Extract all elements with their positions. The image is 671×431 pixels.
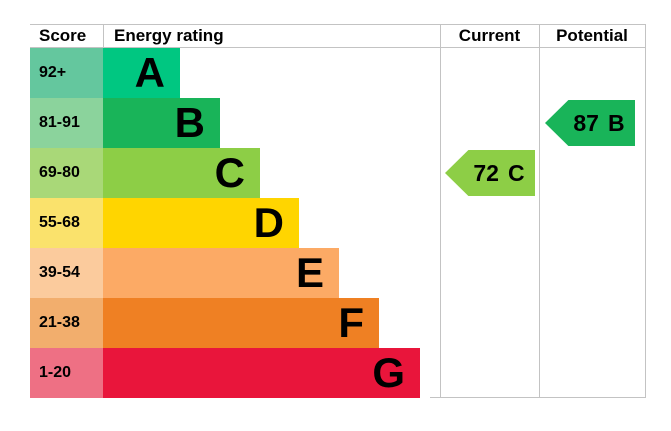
potential-column-divider xyxy=(539,24,540,398)
rating-bands: 92+ A 81-91 B 69-80 C 55-68 D 39-54 E 21… xyxy=(30,48,420,398)
band-row-f: 21-38 F xyxy=(30,298,420,348)
band-bar-d: D xyxy=(103,198,299,248)
band-row-d: 55-68 D xyxy=(30,198,420,248)
score-range-label: 39-54 xyxy=(30,248,103,298)
score-column-divider xyxy=(103,24,104,48)
column-header-current: Current xyxy=(458,26,521,45)
score-range-label: 69-80 xyxy=(30,148,103,198)
current-rating-band: C xyxy=(507,159,525,186)
current-column-divider xyxy=(440,24,441,398)
score-range-label: 55-68 xyxy=(30,198,103,248)
score-range-label: 1-20 xyxy=(30,348,103,398)
band-bar-f: F xyxy=(103,298,379,348)
band-row-a: 92+ A xyxy=(30,48,420,98)
table-bottom-border xyxy=(430,397,646,398)
column-header-energy-rating: Energy rating xyxy=(114,26,224,45)
table-top-border xyxy=(30,24,646,25)
band-row-g: 1-20 G xyxy=(30,348,420,398)
band-row-c: 69-80 C xyxy=(30,148,420,198)
current-rating-marker: 72 C xyxy=(445,150,535,196)
score-range-label: 92+ xyxy=(30,48,103,98)
potential-rating-marker: 87 B xyxy=(545,100,635,146)
band-row-e: 39-54 E xyxy=(30,248,420,298)
potential-rating-value: 87 xyxy=(573,109,599,136)
score-range-label: 21-38 xyxy=(30,298,103,348)
column-header-score: Score xyxy=(39,26,87,45)
band-bar-e: E xyxy=(103,248,339,298)
current-rating-value: 72 xyxy=(473,159,499,186)
band-bar-a: A xyxy=(103,48,180,98)
band-bar-b: B xyxy=(103,98,220,148)
header-bottom-border xyxy=(30,47,646,48)
column-header-potential: Potential xyxy=(556,26,628,45)
score-range-label: 81-91 xyxy=(30,98,103,148)
potential-rating-band: B xyxy=(607,109,625,136)
band-bar-c: C xyxy=(103,148,260,198)
column-headers: Score Energy rating Current Potential xyxy=(30,24,646,48)
right-table-border xyxy=(645,24,646,398)
band-bar-g: G xyxy=(103,348,420,398)
band-row-b: 81-91 B xyxy=(30,98,420,148)
